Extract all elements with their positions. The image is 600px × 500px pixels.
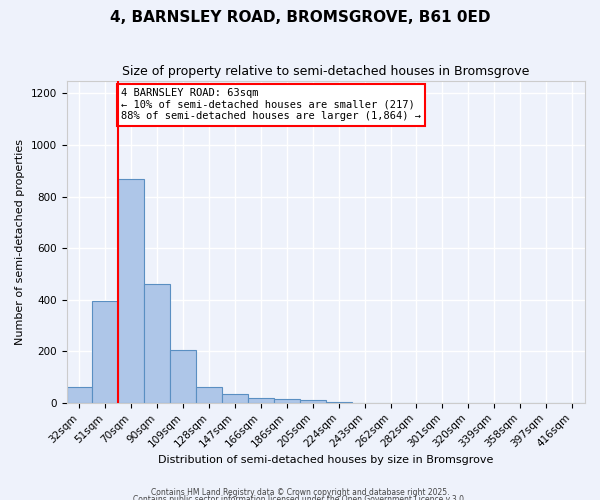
Text: Contains HM Land Registry data © Crown copyright and database right 2025.: Contains HM Land Registry data © Crown c…: [151, 488, 449, 497]
Bar: [326, 402, 352, 403]
Bar: [222, 394, 248, 403]
Text: 4 BARNSLEY ROAD: 63sqm
← 10% of semi-detached houses are smaller (217)
88% of se: 4 BARNSLEY ROAD: 63sqm ← 10% of semi-det…: [121, 88, 421, 122]
Y-axis label: Number of semi-detached properties: Number of semi-detached properties: [15, 138, 25, 344]
Bar: [300, 400, 326, 403]
X-axis label: Distribution of semi-detached houses by size in Bromsgrove: Distribution of semi-detached houses by …: [158, 455, 493, 465]
Bar: [274, 399, 300, 403]
Text: 4, BARNSLEY ROAD, BROMSGROVE, B61 0ED: 4, BARNSLEY ROAD, BROMSGROVE, B61 0ED: [110, 10, 490, 25]
Bar: [170, 350, 196, 403]
Bar: [144, 284, 170, 403]
Bar: [118, 178, 144, 403]
Bar: [92, 301, 118, 403]
Title: Size of property relative to semi-detached houses in Bromsgrove: Size of property relative to semi-detach…: [122, 65, 529, 78]
Text: Contains public sector information licensed under the Open Government Licence v.: Contains public sector information licen…: [133, 496, 467, 500]
Bar: [248, 398, 274, 403]
Bar: [196, 388, 222, 403]
Bar: [67, 388, 92, 403]
